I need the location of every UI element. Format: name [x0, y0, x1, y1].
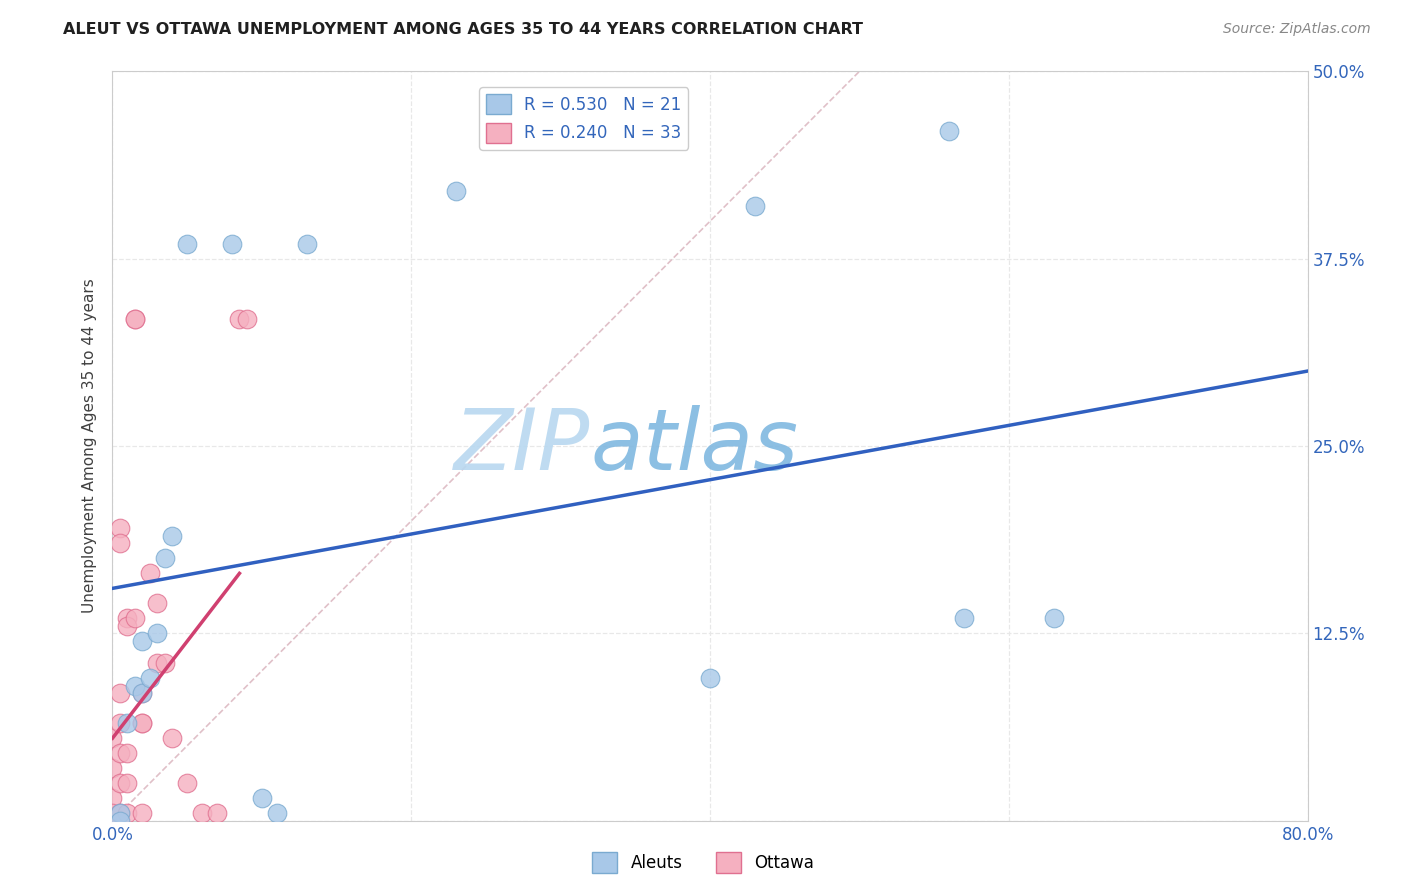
Point: [162, 731, 183, 746]
Text: ALEUT VS OTTAWA UNEMPLOYMENT AMONG AGES 35 TO 44 YEARS CORRELATION CHART: ALEUT VS OTTAWA UNEMPLOYMENT AMONG AGES …: [63, 22, 863, 37]
Point: [117, 716, 139, 731]
Point: [101, 731, 124, 746]
Point: [176, 776, 198, 790]
Point: [699, 671, 721, 685]
Point: [131, 686, 153, 700]
Point: [146, 626, 169, 640]
Point: [108, 686, 131, 700]
Point: [124, 611, 146, 625]
Point: [117, 746, 139, 760]
Legend: R = 0.530   N = 21, R = 0.240   N = 33: R = 0.530 N = 21, R = 0.240 N = 33: [479, 87, 689, 150]
Point: [131, 716, 153, 731]
Point: [295, 236, 318, 251]
Point: [108, 521, 131, 535]
Point: [744, 199, 766, 213]
Point: [139, 671, 162, 685]
Point: [108, 746, 131, 760]
Point: [162, 529, 183, 543]
Point: [117, 611, 139, 625]
Point: [117, 776, 139, 790]
Point: [236, 311, 259, 326]
Point: [131, 633, 153, 648]
Point: [131, 716, 153, 731]
Point: [205, 806, 228, 821]
Point: [108, 536, 131, 550]
Point: [228, 311, 250, 326]
Point: [117, 619, 139, 633]
Point: [191, 806, 214, 821]
Point: [953, 611, 976, 625]
Point: [108, 814, 131, 828]
Point: [146, 596, 169, 610]
Point: [146, 657, 169, 671]
Point: [108, 806, 131, 821]
Point: [250, 791, 273, 805]
Point: [153, 657, 176, 671]
Point: [444, 184, 467, 198]
Point: [938, 124, 960, 138]
Point: [266, 806, 288, 821]
Point: [117, 806, 139, 821]
Point: [108, 716, 131, 731]
Point: [101, 806, 124, 821]
Point: [101, 761, 124, 775]
Point: [153, 551, 176, 566]
Point: [124, 311, 146, 326]
Point: [131, 686, 153, 700]
Point: [221, 236, 243, 251]
Point: [108, 776, 131, 790]
Text: ZIP: ZIP: [454, 404, 591, 488]
Point: [124, 311, 146, 326]
Point: [101, 791, 124, 805]
Y-axis label: Unemployment Among Ages 35 to 44 years: Unemployment Among Ages 35 to 44 years: [82, 278, 97, 614]
Legend: Aleuts, Ottawa: Aleuts, Ottawa: [585, 846, 821, 880]
Point: [139, 566, 162, 581]
Text: Source: ZipAtlas.com: Source: ZipAtlas.com: [1223, 22, 1371, 37]
Point: [131, 806, 153, 821]
Point: [176, 236, 198, 251]
Text: atlas: atlas: [591, 404, 799, 488]
Point: [108, 806, 131, 821]
Point: [1042, 611, 1064, 625]
Point: [124, 679, 146, 693]
